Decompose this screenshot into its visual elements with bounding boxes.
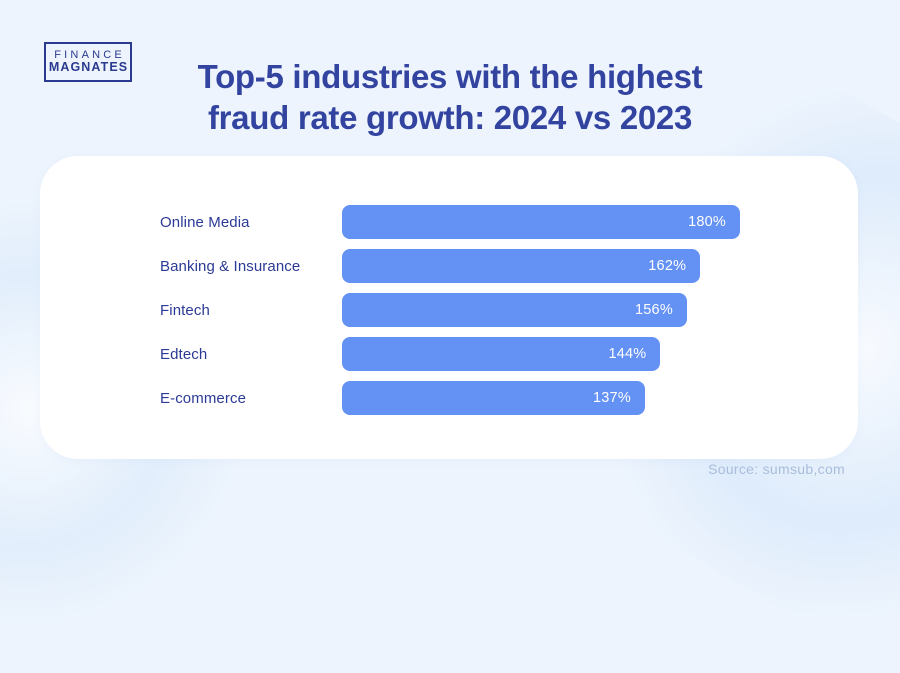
chart-row: E-commerce 137% [160, 381, 740, 415]
bar-track: 180% [342, 205, 740, 239]
page-title-line-1: Top-5 industries with the highest [197, 58, 703, 95]
bar-track: 144% [342, 337, 740, 371]
bar: 162% [342, 249, 701, 283]
category-label: Fintech [160, 301, 210, 319]
chart-row: Online Media 180% [160, 205, 740, 239]
category-label: E-commerce [160, 389, 247, 407]
bar-value-label: 180% [688, 214, 726, 230]
bar-value-label: 137% [593, 390, 631, 406]
page-title: Top-5 industries with the highest fraud … [0, 56, 900, 138]
page-title-line-2: fraud rate growth: 2024 vs 2023 [207, 99, 693, 136]
bar-track: 162% [342, 249, 740, 283]
finance-magnates-logo: FINANCE MAGNATES [44, 42, 132, 82]
bar-value-label: 156% [635, 302, 673, 318]
category-label: Online Media [160, 213, 250, 231]
bar-value-label: 162% [648, 258, 687, 274]
bar: 144% [342, 337, 661, 371]
bar-chart: Online Media 180% Banking & Insurance 16… [160, 205, 740, 415]
chart-card: Online Media 180% Banking & Insurance 16… [40, 156, 858, 459]
bar: 137% [342, 381, 645, 415]
bar-track: 156% [342, 293, 740, 327]
category-label: Banking & Insurance [160, 257, 301, 275]
source-credit: Source: sumsub,com [708, 461, 845, 477]
logo-line-finance: FINANCE [54, 49, 125, 62]
chart-row: Fintech 156% [160, 293, 740, 327]
chart-row: Banking & Insurance 162% [160, 249, 740, 283]
category-label: Edtech [160, 345, 208, 363]
bar-track: 137% [342, 381, 740, 415]
logo-line-magnates: MAGNATES [48, 60, 129, 75]
bar-value-label: 144% [608, 346, 647, 362]
bar: 156% [342, 293, 687, 327]
bar: 180% [342, 205, 740, 239]
chart-row: Edtech 144% [160, 337, 740, 371]
